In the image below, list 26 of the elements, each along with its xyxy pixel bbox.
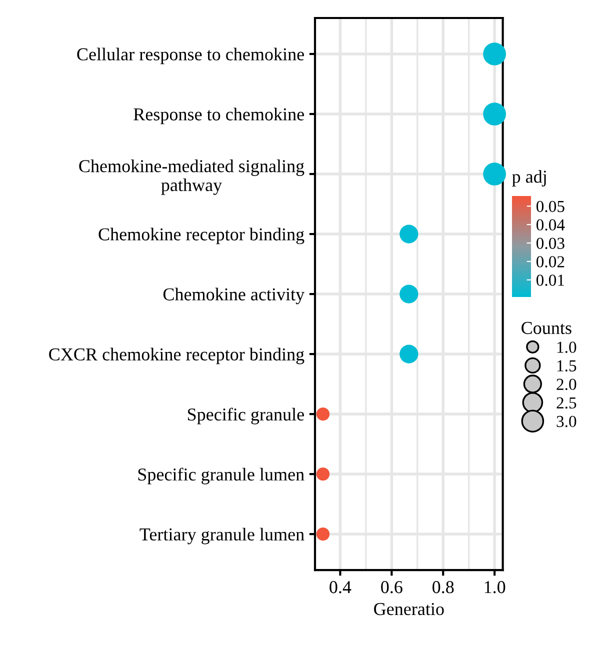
color-bar-label: 0.01 [536,274,564,286]
legend-label: 3.0 [556,416,576,428]
color-bar-label: 0.02 [536,256,564,268]
color-bar-title: p adj [512,170,546,186]
x-tick-label: 1.0 [484,581,506,594]
color-bar-label: 0.03 [536,238,564,250]
y-tick-label: Response to chemokine [134,108,304,124]
color-bar-label: 0.04 [536,219,565,231]
y-tick-label: Tertiary granule lumen [140,528,304,544]
legend-label: 2.5 [556,397,576,409]
legend-label: 1.0 [557,342,576,353]
x-tick-label: 0.4 [330,581,352,594]
x-tick-label: 0.6 [381,581,402,594]
y-tick-label: Chemokine activity [163,288,305,304]
y-tick-label: Cellular response to chemokine [77,48,304,64]
x-axis-title: Generatio [374,603,444,616]
x-tick-label: 0.8 [432,581,454,594]
y-tick-label: CXCR chemokine receptor binding [49,348,304,364]
y-tick-label: Chemokine-mediated signaling pathway [79,160,304,195]
legend-label: 2.0 [556,378,576,390]
legend-title: Counts [522,322,572,334]
legend-label: 1.5 [557,360,576,372]
color-bar-label: 0.05 [536,200,564,212]
y-tick-label: Specific granule [188,408,304,424]
y-tick-label: Specific granule lumen [138,468,304,484]
y-tick-label: Chemokine receptor binding [98,228,304,244]
